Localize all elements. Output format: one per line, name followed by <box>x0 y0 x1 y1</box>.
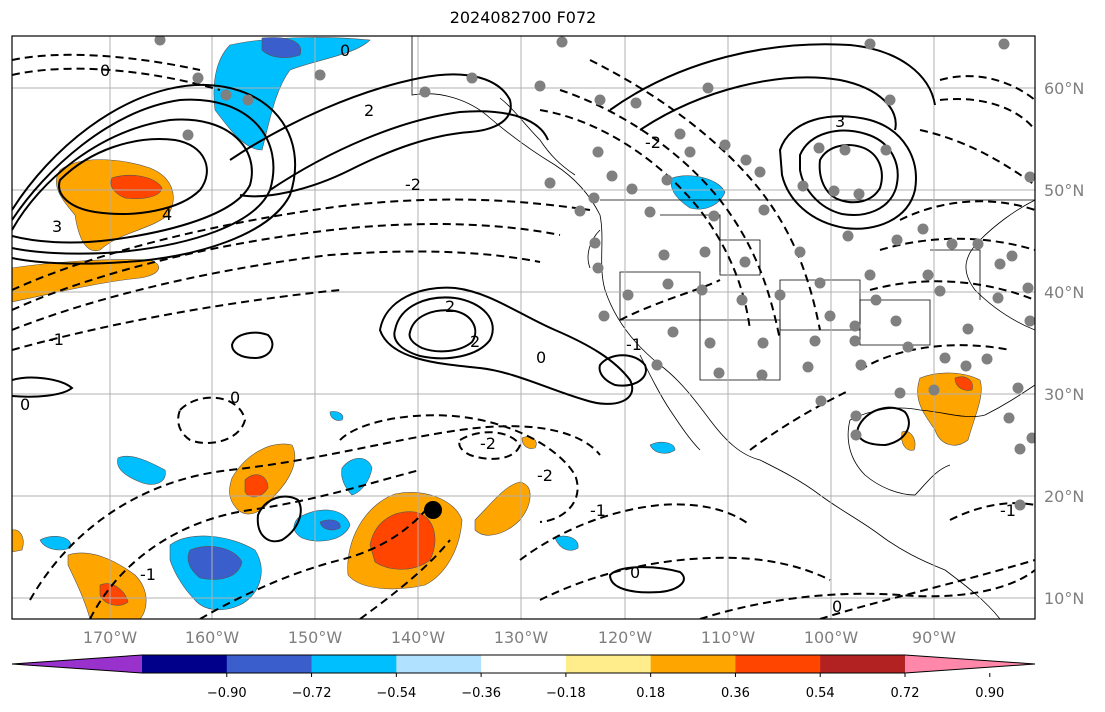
contour-label: 0 <box>340 41 350 60</box>
contour-label: 0 <box>20 395 30 414</box>
lon-label: 110°W <box>701 628 756 647</box>
lat-label: 50°N <box>1044 181 1084 200</box>
lat-label: 10°N <box>1044 589 1084 608</box>
contour-label: 0 <box>536 348 546 367</box>
colorbar-swatch <box>396 655 482 673</box>
contour-label: -2 <box>405 175 421 194</box>
lat-label: 40°N <box>1044 283 1084 302</box>
contour-labels: 0 0 2 2 3 4 -2 -1 0 2 -2 -2 -1 -1 0 0 0 … <box>20 41 1016 616</box>
contour-label: 3 <box>835 112 845 131</box>
contour-label: -1 <box>1000 501 1016 520</box>
shading-layer <box>12 37 982 619</box>
storm-marker <box>424 501 442 519</box>
contour-label: 0 <box>832 597 842 616</box>
lat-label: 60°N <box>1044 79 1084 98</box>
latitude-labels: 60°N 50°N 40°N 30°N 20°N 10°N <box>1044 79 1084 608</box>
colorbar-tick-label: −0.90 <box>207 686 247 701</box>
colorbar-swatch <box>735 655 821 673</box>
colorbar: −0.90 −0.72 −0.54 −0.36 −0.18 0.18 0.36 0.54 0.7… <box>11 654 1036 701</box>
lon-label: 130°W <box>494 628 549 647</box>
contour-label: 4 <box>162 205 172 224</box>
contour-label: 0 <box>100 61 110 80</box>
contour-label: -2 <box>537 466 553 485</box>
colorbar-tick-label: −0.72 <box>292 686 332 701</box>
contour-label: 0 <box>630 563 640 582</box>
contour-label: 3 <box>52 217 62 236</box>
contour-label: -2 <box>480 434 496 453</box>
lon-label: 170°W <box>83 628 138 647</box>
longitude-labels: 170°W 160°W 150°W 140°W 130°W 120°W 110°… <box>83 628 956 647</box>
lon-label: 100°W <box>804 628 859 647</box>
colorbar-tick-label: 0.54 <box>806 686 835 701</box>
colorbar-swatch <box>820 655 906 673</box>
contour-label: 0 <box>230 388 240 407</box>
map-frame <box>11 35 1036 620</box>
contour-label: -2 <box>645 133 661 152</box>
contour-label: -1 <box>626 335 642 354</box>
colorbar-tick-label: −0.36 <box>461 686 501 701</box>
map-title: 2024082700 F072 <box>449 8 597 27</box>
colorbar-tick-label: 0.18 <box>636 686 665 701</box>
colorbar-outline <box>11 654 1036 674</box>
colorbar-swatch <box>481 655 567 673</box>
colorbar-tick-label: 0.90 <box>975 686 1004 701</box>
lon-label: 90°W <box>912 628 956 647</box>
contour-label: 2 <box>445 297 455 316</box>
colorbar-tick-label: −0.54 <box>376 686 416 701</box>
colorbar-swatch <box>565 655 652 673</box>
colorbar-swatch <box>226 655 313 673</box>
colorbar-tick-label: 0.36 <box>721 686 750 701</box>
colorbar-swatch <box>311 655 397 673</box>
contour-label: -1 <box>48 330 64 349</box>
colorbar-tick-label: −0.18 <box>546 686 586 701</box>
contour-label: -1 <box>590 501 606 520</box>
lon-label: 150°W <box>288 628 343 647</box>
colorbar-extend-high <box>905 655 1035 673</box>
contour-label: -1 <box>140 565 156 584</box>
contour-label: 2 <box>364 101 374 120</box>
lon-label: 140°W <box>391 628 446 647</box>
colorbar-swatch <box>142 655 228 673</box>
colorbar-extend-low <box>12 655 142 673</box>
lat-label: 30°N <box>1044 385 1084 404</box>
station-markers <box>154 36 1035 511</box>
positive-contours <box>12 43 936 594</box>
colorbar-swatch <box>650 655 736 673</box>
lon-label: 160°W <box>185 628 240 647</box>
colorbar-tick-label: 0.72 <box>891 686 920 701</box>
contour-label: 2 <box>470 332 480 351</box>
lat-label: 20°N <box>1044 487 1084 506</box>
lon-label: 120°W <box>598 628 653 647</box>
